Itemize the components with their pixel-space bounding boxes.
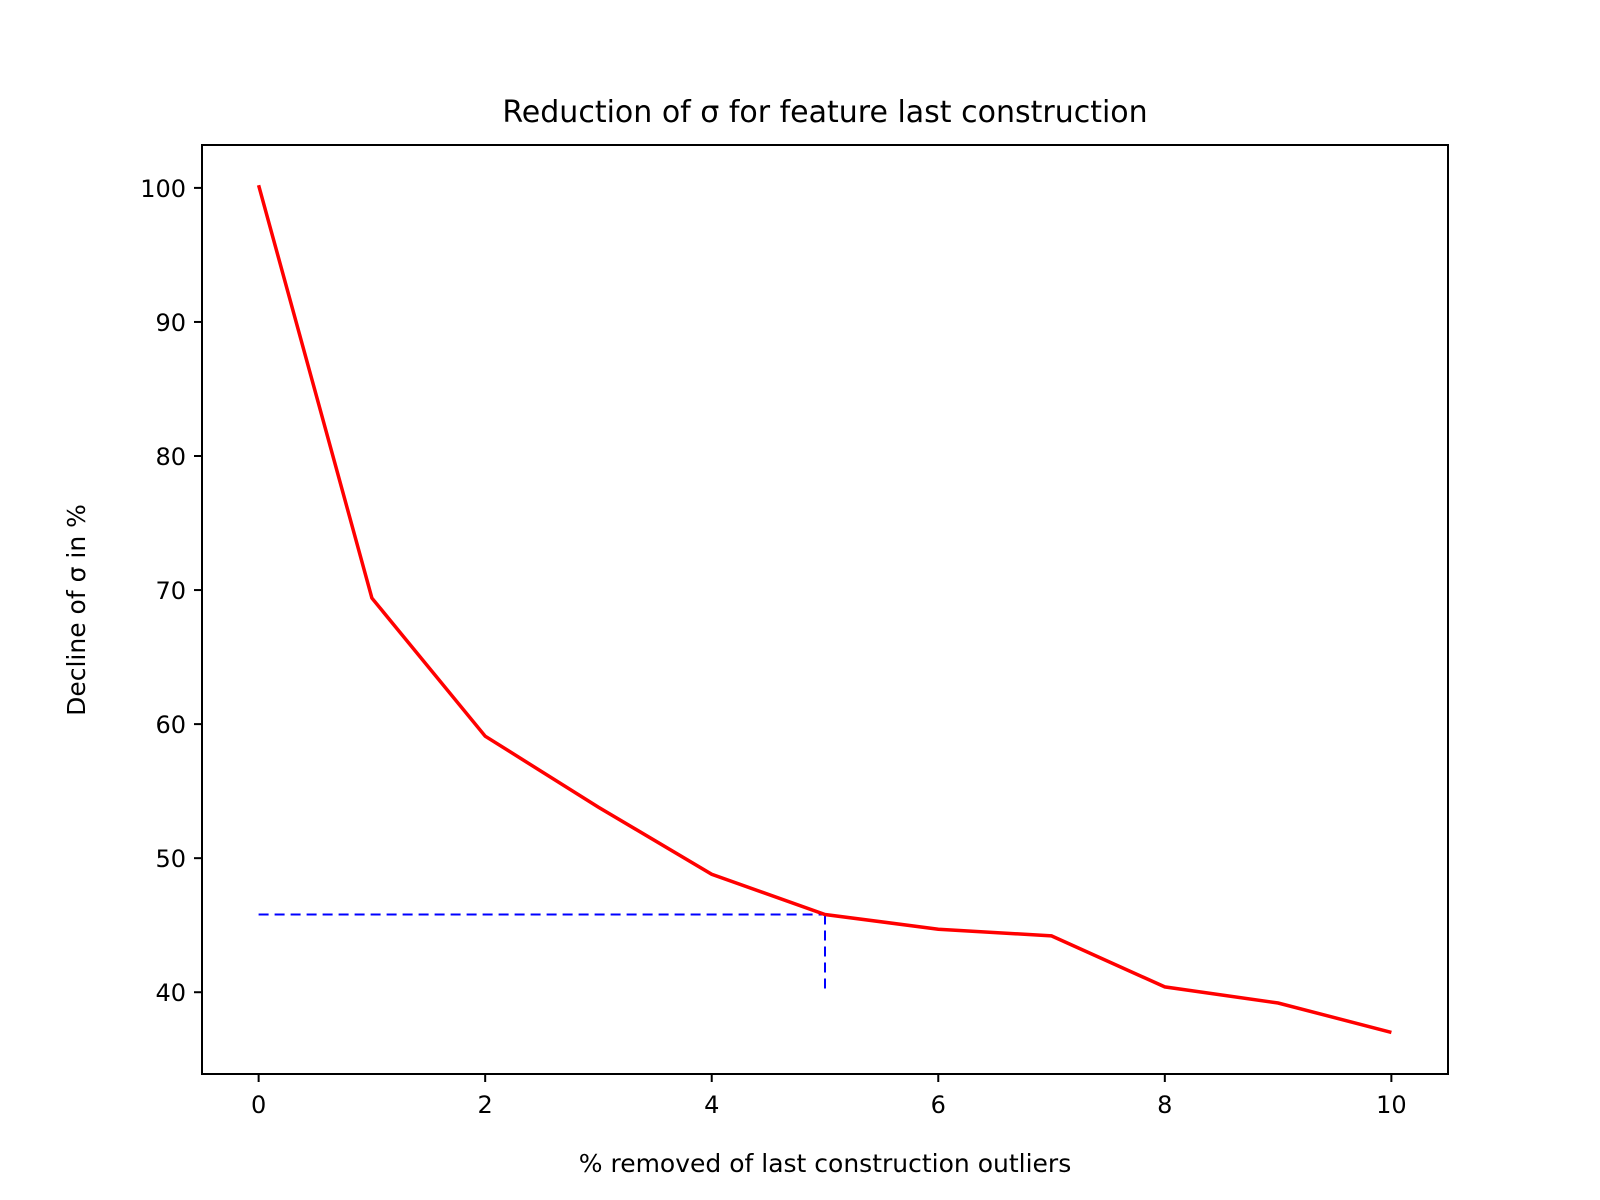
y-tick-label: 80 [155,443,186,471]
y-tick-label: 40 [155,979,186,1007]
x-axis-label: % removed of last construction outliers [579,1149,1071,1178]
x-tick-label: 2 [478,1091,493,1119]
y-tick-label: 50 [155,845,186,873]
y-tick-label: 60 [155,711,186,739]
x-axis: 0 2 4 6 8 10 [251,1074,1407,1119]
x-tick-label: 0 [251,1091,266,1119]
y-tick-label: 100 [140,175,186,203]
chart-title: Reduction of σ for feature last construc… [502,95,1147,130]
x-tick-label: 10 [1376,1091,1407,1119]
y-tick-label: 90 [155,309,186,337]
x-tick-label: 6 [931,1091,946,1119]
y-axis-label: Decline of σ in % [62,504,91,716]
series-line-1 [256,184,1392,1035]
y-axis: 40 50 60 70 80 90 100 [140,175,202,1007]
plot-frame [201,144,1449,1075]
x-tick-label: 8 [1157,1091,1172,1119]
y-tick-label: 70 [155,577,186,605]
x-tick-label: 4 [704,1091,719,1119]
plot-area [256,184,1392,1035]
